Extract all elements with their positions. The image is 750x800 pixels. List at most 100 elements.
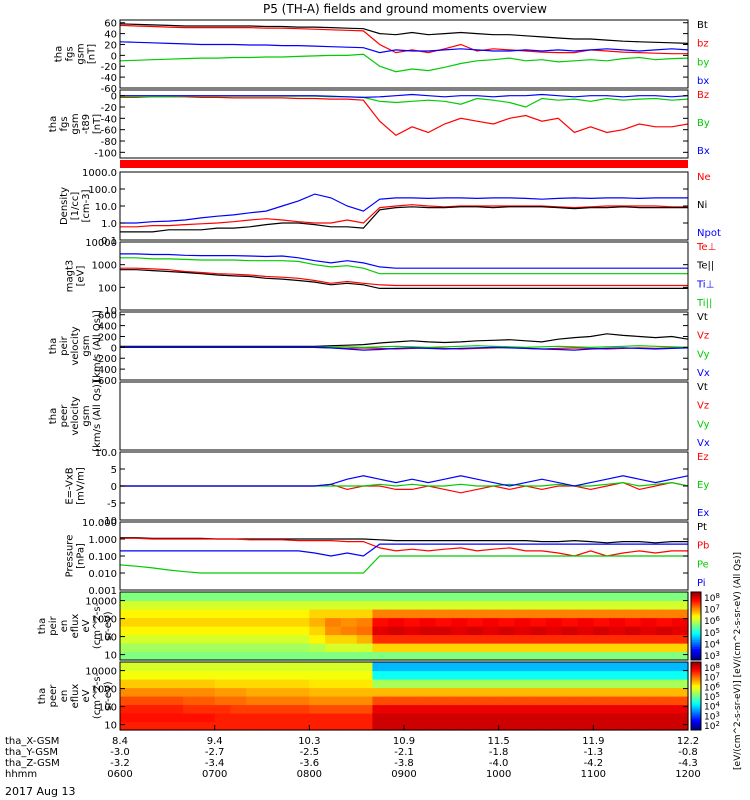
legend-pb: Pb	[697, 541, 709, 552]
colorbar-cell	[691, 723, 701, 726]
time-value: 0800	[297, 769, 322, 780]
heatmap-cell	[546, 670, 563, 680]
heatmap-cell	[609, 713, 626, 723]
heatmap-cell	[451, 696, 468, 706]
heatmap-cell	[609, 662, 626, 672]
colorbar-cell	[691, 657, 701, 661]
heatmap-cell	[419, 600, 437, 610]
panel-frame	[119, 591, 689, 661]
heatmap-cell	[530, 592, 547, 602]
heatmap-cell	[451, 704, 468, 714]
heatmap-cell	[340, 643, 358, 653]
heatmap-cell	[262, 617, 279, 627]
heatmap-cell	[640, 696, 658, 706]
heatmap-cell	[672, 679, 689, 689]
colorbar-cell	[691, 607, 701, 611]
heatmap-cell	[451, 687, 468, 697]
time-value: 8.4	[112, 736, 128, 747]
heatmap-cell	[672, 687, 689, 697]
heatmap-cell	[120, 670, 137, 680]
heatmap-cell	[640, 713, 658, 723]
y-tick-label: 10.0	[95, 448, 117, 459]
heatmap-cell	[356, 721, 374, 731]
heatmap-cell	[214, 651, 232, 661]
heatmap-cell	[404, 617, 421, 627]
heatmap-cell	[262, 643, 279, 653]
time-axis: tha_X-GSM 8.4 9.4 10.3 10.9 11.5 11.9 12.2 tha_Y…	[5, 725, 701, 780]
heatmap-cell	[246, 721, 263, 731]
legend-vz: Vz	[697, 401, 709, 412]
y-axis-label-line: (cm^2-s-	[92, 672, 103, 719]
heatmap-cell	[609, 696, 626, 706]
heatmap-cell	[672, 592, 689, 602]
y-axis-label: magt3[eV]	[65, 260, 87, 293]
y-axis-label-line: tha	[48, 338, 59, 354]
colorbar-tick-exp: 3	[715, 710, 719, 718]
heatmap-cell	[498, 651, 516, 661]
heatmap-cell	[198, 626, 216, 636]
heatmap-cell	[183, 609, 200, 619]
heatmap-cell	[404, 634, 421, 644]
time-row-label: hhmm	[5, 769, 37, 780]
heatmap-cell	[593, 634, 610, 644]
heatmap-cell	[167, 592, 184, 602]
heatmap-cell	[372, 634, 389, 644]
heatmap-cell	[656, 679, 673, 689]
heatmap-cell	[372, 662, 389, 672]
heatmap-cell	[309, 634, 326, 644]
heatmap-cell	[451, 634, 468, 644]
heatmap-cell	[561, 662, 579, 672]
heatmap-cell	[340, 617, 358, 627]
heatmap-cell	[451, 679, 468, 689]
heatmap-cell	[640, 687, 658, 697]
heatmap-cell	[183, 696, 200, 706]
heatmap-cell	[277, 696, 295, 706]
legend-vx: Vx	[697, 438, 710, 449]
y-tick-label: 200	[98, 332, 117, 343]
y-axis-label-line: sr-eV)	[103, 611, 114, 640]
y-axis-label-line: velocity	[70, 326, 81, 365]
heatmap-cell	[514, 651, 531, 661]
heatmap-cell	[467, 609, 484, 619]
heatmap-cell	[246, 696, 263, 706]
heatmap-cell	[198, 592, 216, 602]
legend-ey: Ey	[697, 480, 709, 491]
heatmap-cell	[120, 643, 137, 653]
heatmap-cell	[214, 617, 232, 627]
series-pressure-pe	[119, 555, 688, 574]
heatmap-cell	[198, 687, 216, 697]
heatmap-cell	[656, 617, 673, 627]
colorbar-cell	[691, 662, 701, 665]
heatmap-cell	[120, 687, 137, 697]
heatmap-cell	[672, 662, 689, 672]
heatmap-cell	[609, 687, 626, 697]
heatmap-cell	[356, 662, 374, 672]
heatmap-cell	[530, 679, 547, 689]
heatmap-cell	[356, 713, 374, 723]
heatmap-cell	[356, 634, 374, 644]
colorbar-tick: 106	[704, 615, 720, 627]
heatmap-cell	[561, 704, 579, 714]
heatmap-cell	[277, 704, 295, 714]
time-value: 10.3	[298, 736, 320, 747]
colorbar-cell	[691, 725, 701, 729]
heatmap-cell	[167, 713, 184, 723]
colorbar-cell	[691, 714, 701, 717]
heatmap-cell	[577, 643, 594, 653]
heatmap-cell	[325, 600, 342, 610]
heatmap-cell	[546, 626, 563, 636]
heatmap-cell	[546, 696, 563, 706]
heatmap-cell	[135, 721, 153, 731]
y-axis-label: thapeirenefluxeV(cm^2-s-sr-eV)	[37, 602, 114, 649]
heatmap-cell	[482, 679, 500, 689]
colorbar-tick: 104	[704, 638, 720, 650]
heatmap-cell	[214, 634, 232, 644]
colorbar-cell	[691, 700, 701, 704]
heatmap-cell	[309, 626, 326, 636]
heatmap-cell	[246, 634, 263, 644]
heatmap-cell	[356, 592, 374, 602]
colorbar-cell	[691, 709, 701, 713]
heatmap-cell	[214, 643, 232, 653]
heatmap-cell	[404, 662, 421, 672]
colorbar-tick-exp: 6	[715, 681, 720, 689]
